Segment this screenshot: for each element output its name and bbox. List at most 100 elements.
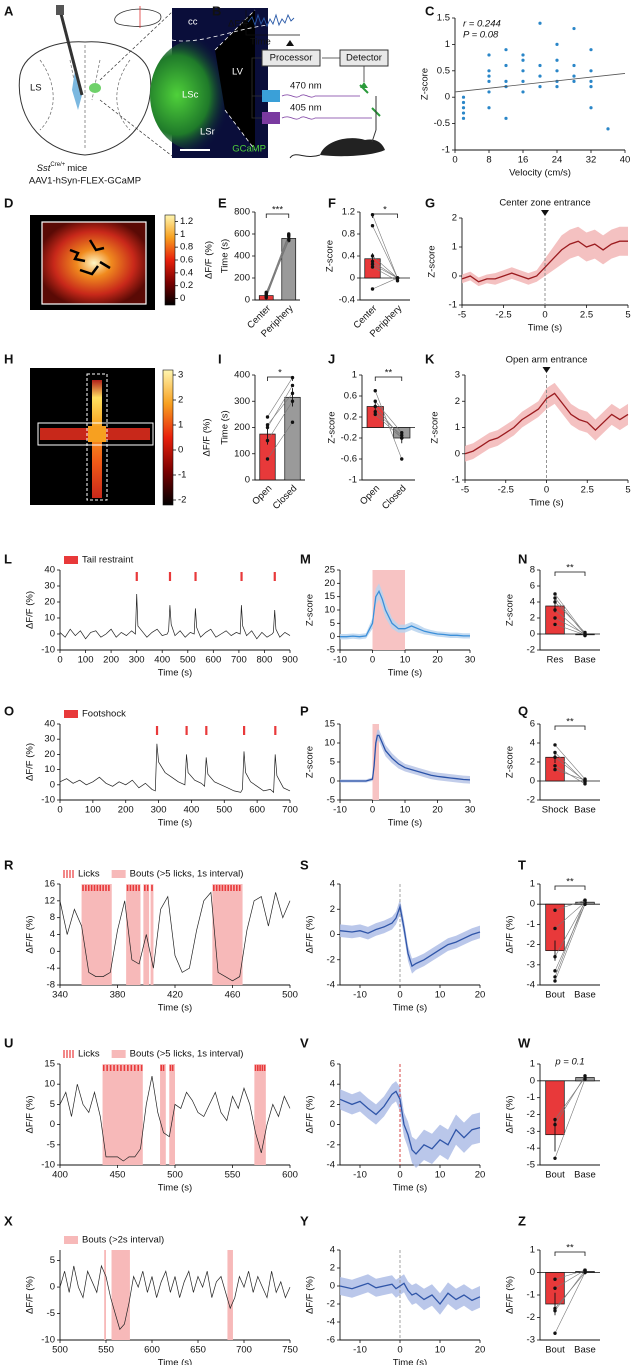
mouse: [320, 138, 385, 157]
x-tick-label: 700: [282, 805, 298, 816]
panel-label: P: [300, 703, 309, 718]
subject-dot: [553, 955, 557, 959]
subject-pair: [554, 744, 586, 780]
trace: [59, 1264, 291, 1331]
x-tick-label: 8: [486, 155, 491, 166]
x-tick-label: 30: [465, 805, 476, 816]
x-tick-label: 300: [151, 805, 167, 816]
panel-label: B: [212, 3, 221, 18]
colorbar-tick-label: 1: [180, 229, 185, 240]
y-tick-label: 5: [50, 1099, 55, 1110]
subject-dot: [400, 436, 404, 440]
y-axis-title: Z-score: [505, 746, 516, 778]
marker-label: Open arm entrance: [506, 355, 588, 366]
y-tick-label: -4: [327, 1160, 335, 1171]
point: [487, 74, 491, 78]
x-tick-label: -2.5: [498, 485, 514, 496]
point: [461, 106, 466, 110]
subject-dot: [553, 926, 557, 931]
subject-dot: [553, 764, 557, 768]
subject-dot: [553, 979, 557, 983]
bout-span: [81, 884, 112, 985]
panel-label: J: [328, 351, 335, 366]
event-tick: [185, 726, 188, 735]
subject-pair: [554, 1272, 586, 1334]
panel-label: W: [518, 1035, 531, 1050]
subject-dot: [370, 259, 375, 264]
subject-dot: [373, 412, 377, 417]
y-axis-title: Time (s): [220, 410, 231, 444]
zoom-line: [99, 11, 173, 81]
y-tick-label: -5: [327, 795, 335, 806]
x-tick-label: 500: [282, 990, 298, 1001]
sig-bracket: [372, 213, 398, 218]
y-tick-label: -3: [527, 959, 535, 970]
point: [538, 21, 542, 25]
subject-pair: [554, 624, 586, 636]
ferrule: [56, 5, 64, 15]
subject-dot: [553, 1286, 557, 1290]
y-tick-label: 25: [324, 565, 335, 576]
x-tick-label: 0: [397, 1170, 402, 1181]
arena-frame: [41, 221, 147, 305]
point: [538, 85, 542, 89]
subject-pair: [554, 1075, 586, 1125]
trace: [339, 1090, 481, 1155]
subject-pair: [554, 1270, 586, 1311]
panel-label: X: [4, 1213, 13, 1228]
virus-label: AAV1-hSyn-FLEX-GCaMP: [29, 176, 141, 187]
x-tick-label: 380: [110, 990, 126, 1001]
x-tick-label: 600: [282, 1170, 298, 1181]
point: [461, 95, 466, 99]
panel-label: G: [425, 195, 435, 210]
bout-span: [104, 1250, 106, 1340]
light-paths: [281, 94, 372, 120]
y-tick-label: 3: [455, 370, 460, 381]
subject-pair: [554, 617, 586, 635]
event-tick: [205, 726, 208, 735]
point: [461, 100, 466, 105]
y-tick-label: 30: [44, 581, 55, 592]
subject-dot: [583, 633, 587, 637]
y-tick-label: -2: [527, 1312, 535, 1323]
bout-span: [212, 884, 243, 985]
y-tick-label: 0.5: [437, 65, 450, 76]
x-tick-label: 40: [620, 155, 631, 166]
x-tick-label: 100: [78, 655, 94, 666]
panel-d-image: [30, 215, 155, 310]
bout-span: [126, 884, 141, 985]
point: [487, 90, 491, 94]
x-tick-label: 0: [452, 155, 457, 166]
panel-label: T: [518, 857, 526, 872]
panel-b-diagram: ΔF/F Time Processor Detector 470 nm 405 …: [228, 10, 389, 159]
panel-label: K: [425, 351, 435, 366]
panel-label: A: [4, 3, 14, 18]
x-tick-label: 30: [465, 655, 476, 666]
subject-dot: [290, 383, 295, 388]
y-tick-label: -1: [449, 300, 457, 311]
y-tick-label: 100: [234, 448, 250, 459]
legend-label: Bouts (>2s interval): [82, 1235, 164, 1246]
x-axis-title: Time (s): [158, 668, 192, 679]
x-tick-label: 500: [180, 655, 196, 666]
x-axis-title: Time (s): [393, 1358, 427, 1365]
fit-line: [454, 73, 626, 93]
subject-pair: [372, 214, 398, 279]
bout-span: [169, 1064, 175, 1165]
mini-brain: [114, 8, 162, 27]
x-tick-label: 10: [400, 655, 411, 666]
x-tick-label: -5: [458, 310, 466, 321]
axis-line: [59, 724, 290, 801]
x-tick-label: 20: [475, 990, 486, 1001]
subject-pair: [267, 393, 293, 426]
colorbar-tick-label: 1: [178, 420, 183, 431]
box-label: Detector: [346, 53, 382, 64]
subject-dot: [370, 254, 375, 258]
y-tick-label: 1: [530, 1059, 535, 1070]
y-tick-label: 6: [530, 719, 535, 730]
x-tick-label: 600: [144, 1345, 160, 1356]
x-tick-label: 20: [432, 655, 443, 666]
subject-pair: [375, 414, 402, 439]
trace: [59, 1076, 291, 1162]
